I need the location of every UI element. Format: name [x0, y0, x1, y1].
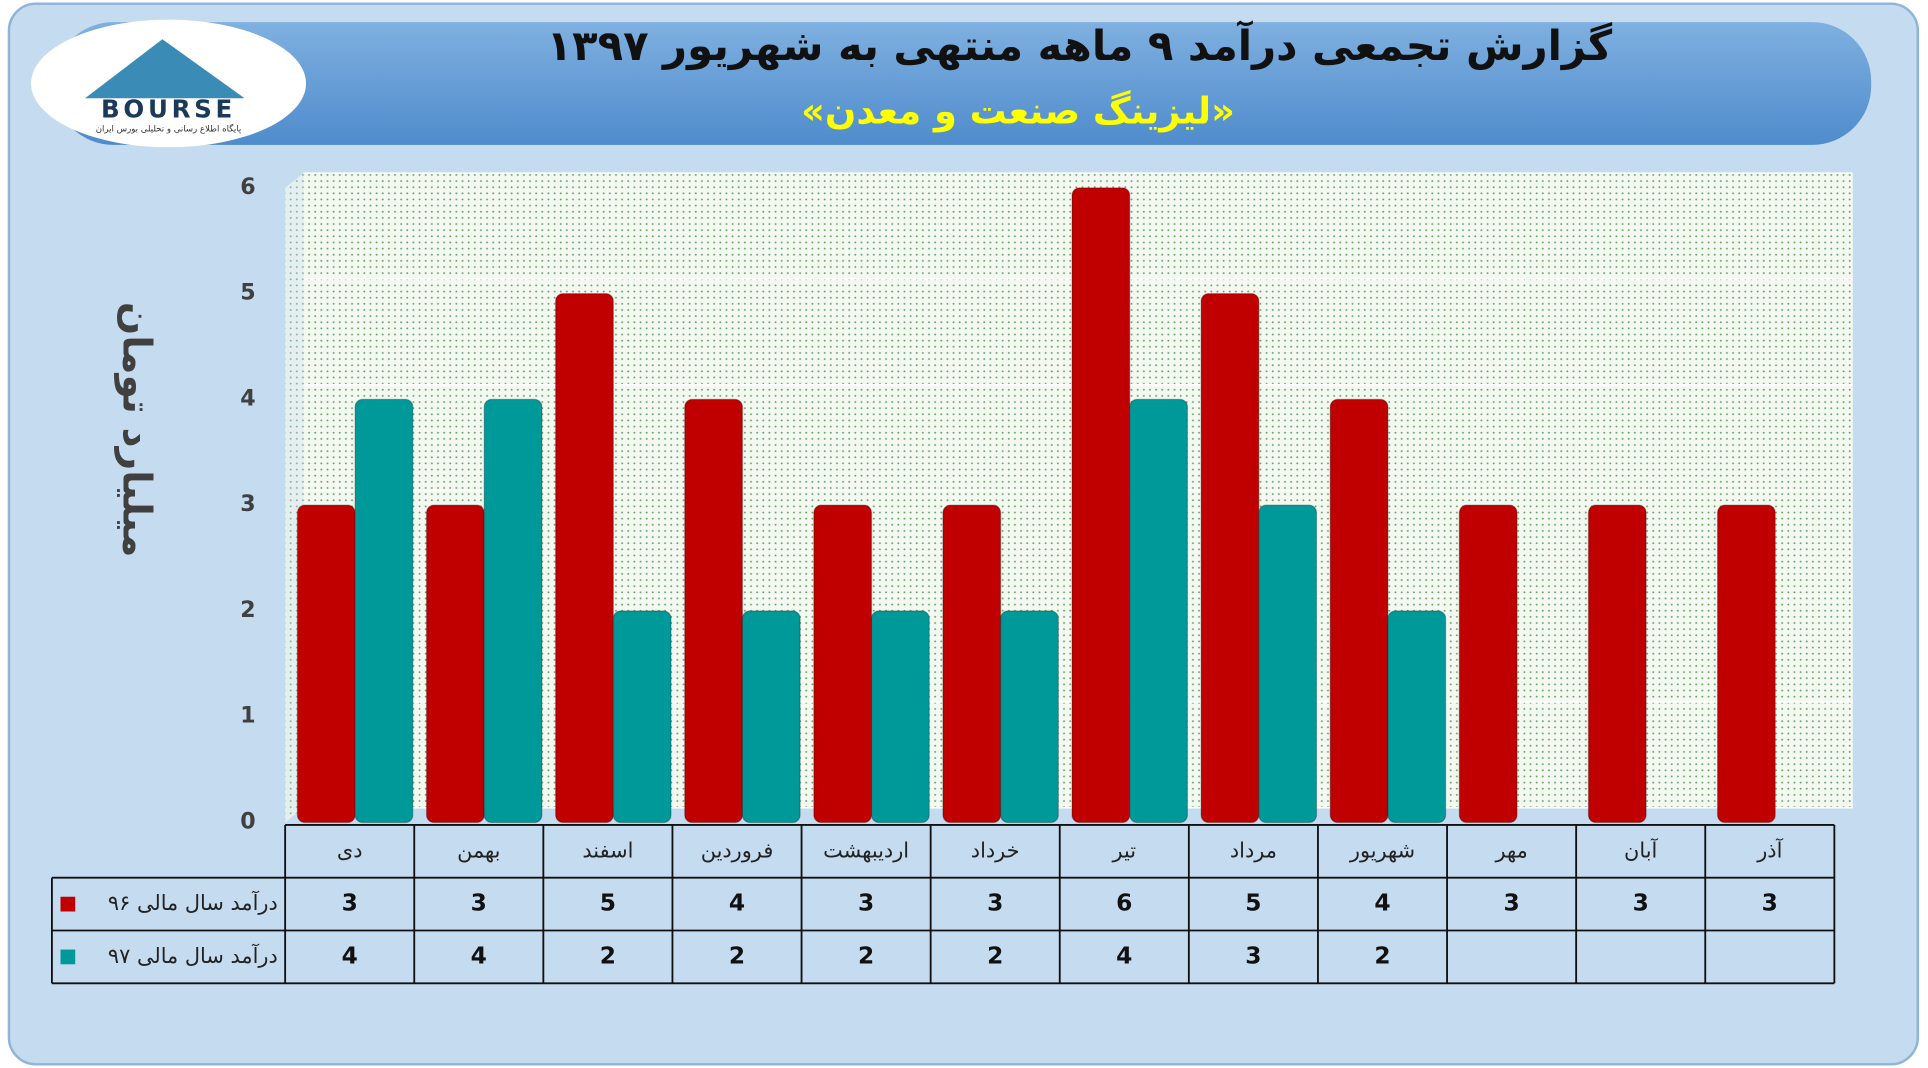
y-tick-label: 4 — [240, 385, 255, 411]
x-tick-label: خرداد — [971, 838, 1020, 862]
table-value: 2 — [729, 942, 745, 969]
y-tick-label: 6 — [240, 174, 255, 200]
y-tick-label: 2 — [240, 597, 255, 623]
bar — [741, 610, 801, 824]
x-tick-label: بهمن — [457, 838, 500, 862]
bar — [1200, 292, 1260, 824]
x-tick-label: آذر — [1756, 837, 1783, 862]
x-tick-label: مهر — [1494, 838, 1527, 862]
table-value: 4 — [1116, 942, 1132, 969]
table-value: 2 — [858, 942, 874, 969]
table-value: 3 — [1503, 890, 1519, 917]
table-value: 4 — [471, 942, 487, 969]
table-value: 4 — [1374, 890, 1390, 917]
table-value: 3 — [987, 890, 1003, 917]
chart-subtitle: «لیزینگ صنعت و معدن» — [801, 89, 1235, 132]
bar — [1000, 610, 1059, 824]
x-tick-label: آبان — [1624, 837, 1658, 862]
table-value: 3 — [858, 890, 874, 917]
bar — [555, 292, 614, 824]
legend-label: درآمد سال مالی ۹۷ — [108, 943, 278, 968]
table-value: 2 — [987, 942, 1003, 969]
legend-swatch — [60, 949, 76, 965]
table-value: 5 — [1245, 890, 1261, 917]
bar — [354, 398, 414, 824]
legend-swatch — [60, 896, 76, 912]
table-value: 2 — [600, 942, 616, 969]
bar — [1387, 610, 1447, 824]
bar — [813, 504, 873, 824]
bar — [1587, 504, 1647, 824]
table-value: 6 — [1116, 890, 1132, 917]
table-value: 4 — [729, 890, 745, 917]
bar — [612, 610, 672, 824]
y-axis-label: میلیارد تومان — [114, 302, 159, 557]
table-value: 3 — [1762, 890, 1778, 917]
x-tick-label: تیر — [1111, 838, 1136, 862]
header-band — [54, 22, 1872, 145]
bar — [1716, 504, 1776, 824]
bar — [1458, 504, 1518, 824]
bar — [1329, 398, 1389, 824]
y-tick-label: 0 — [240, 808, 255, 834]
table-value: 4 — [342, 942, 358, 969]
table-value: 3 — [1245, 942, 1261, 969]
y-tick-label: 1 — [240, 703, 255, 729]
x-tick-label: اردیبهشت — [823, 838, 909, 862]
y-tick-label: 3 — [240, 491, 255, 517]
x-tick-label: اسفند — [582, 838, 633, 862]
bar — [483, 398, 543, 824]
table-value: 3 — [471, 890, 487, 917]
bar — [1258, 504, 1318, 824]
logo-name: BOURSE — [101, 94, 236, 123]
logo-icon — [85, 39, 245, 99]
bar — [1071, 187, 1131, 824]
table-value: 2 — [1374, 942, 1390, 969]
bar — [684, 398, 744, 824]
bar — [425, 504, 485, 824]
table-value: 3 — [1633, 890, 1649, 917]
bar — [942, 504, 1002, 824]
bar — [870, 610, 930, 824]
bar — [1129, 398, 1189, 824]
chart-title: گزارش تجمعی درآمد ۹ ماهه منتهی به شهریور… — [547, 20, 1613, 71]
x-tick-label: دی — [337, 838, 363, 862]
x-tick-label: مرداد — [1230, 838, 1277, 862]
logo-tagline: پایگاه اطلاع رسانی و تحلیلی بورس ایران — [96, 123, 242, 134]
table-value: 5 — [600, 890, 616, 917]
table-value: 3 — [342, 890, 358, 917]
x-tick-label: فروردین — [701, 838, 774, 862]
legend-label: درآمد سال مالی ۹۶ — [108, 890, 278, 915]
y-tick-label: 5 — [240, 280, 255, 306]
bar — [296, 504, 356, 824]
x-tick-label: شهریور — [1349, 838, 1415, 862]
